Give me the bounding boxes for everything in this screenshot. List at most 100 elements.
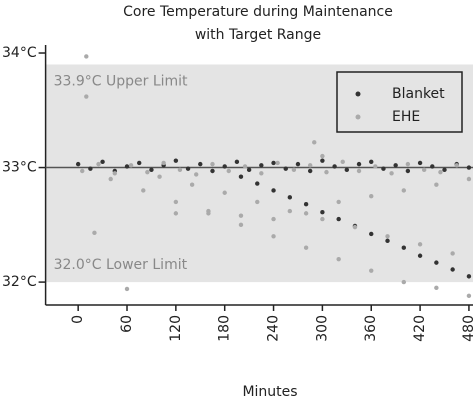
data-point <box>92 230 97 236</box>
data-point <box>206 208 211 214</box>
data-point <box>417 253 423 258</box>
x-tick-label: 120 <box>168 315 184 342</box>
x-tick-label: 60 <box>119 315 135 333</box>
data-point <box>275 160 280 166</box>
data-point <box>303 211 309 216</box>
data-point <box>320 210 325 215</box>
data-point <box>320 158 325 163</box>
data-point <box>430 164 435 169</box>
data-point <box>173 199 179 205</box>
data-point <box>238 222 244 228</box>
data-point <box>226 168 231 174</box>
x-tick-label: 480 <box>461 315 474 342</box>
x-tick-label: 240 <box>266 315 282 342</box>
data-point <box>145 169 150 175</box>
data-point <box>124 164 130 169</box>
data-point <box>88 166 93 171</box>
data-point <box>340 159 345 165</box>
data-point <box>344 167 350 173</box>
legend-box <box>336 71 463 133</box>
data-point <box>189 182 195 187</box>
data-point <box>385 234 390 239</box>
data-point <box>255 199 260 205</box>
data-point <box>434 285 439 291</box>
data-point <box>381 166 386 171</box>
data-point <box>369 159 374 165</box>
data-point <box>271 160 276 166</box>
data-point <box>84 54 89 59</box>
data-point <box>369 193 374 199</box>
data-point <box>303 245 309 250</box>
data-point <box>421 167 427 173</box>
data-point <box>312 140 317 145</box>
legend-label: EHE <box>392 109 420 125</box>
data-point <box>369 231 374 237</box>
data-point <box>307 163 313 168</box>
data-point <box>259 171 264 176</box>
data-point <box>141 188 146 193</box>
legend-marker <box>355 114 361 120</box>
data-point <box>75 161 81 167</box>
data-point <box>198 161 203 167</box>
data-point <box>401 279 407 285</box>
data-point <box>222 190 227 195</box>
data-point <box>112 171 117 176</box>
x-tick-label: 420 <box>412 315 428 342</box>
data-point <box>369 268 374 273</box>
data-point <box>336 216 341 222</box>
data-point <box>417 242 423 247</box>
data-point <box>108 176 113 182</box>
data-point <box>466 176 472 182</box>
data-point <box>287 208 293 214</box>
data-point <box>100 159 105 165</box>
data-point <box>238 174 244 179</box>
data-point <box>336 256 341 262</box>
data-point <box>242 164 248 169</box>
x-tick-label: 360 <box>363 315 379 342</box>
x-tick-label: 300 <box>314 315 330 342</box>
data-point <box>401 245 407 250</box>
data-point <box>434 260 439 265</box>
data-point <box>401 188 407 193</box>
data-point <box>271 188 276 193</box>
chart-title: Core Temperature during Maintenance <box>123 4 393 20</box>
data-point <box>246 167 252 173</box>
data-point <box>450 267 455 272</box>
data-point <box>238 213 244 218</box>
x-axis-label: Minutes <box>242 384 297 400</box>
legend-label: Blanket <box>392 86 445 102</box>
data-point <box>222 164 227 169</box>
data-point <box>393 163 398 168</box>
data-point <box>177 167 183 173</box>
data-point <box>137 160 142 166</box>
data-point <box>405 161 411 167</box>
data-point <box>438 169 443 175</box>
x-tick-label: 0 <box>70 315 86 324</box>
data-point <box>84 94 89 99</box>
data-point <box>320 216 325 222</box>
data-point <box>356 168 362 174</box>
legend-marker <box>355 91 361 97</box>
data-point <box>287 195 293 200</box>
data-point <box>385 238 390 244</box>
data-point <box>434 182 439 187</box>
data-point <box>450 251 455 256</box>
data-point <box>271 216 276 222</box>
data-point <box>442 167 447 173</box>
data-point <box>255 181 260 186</box>
data-point <box>417 160 423 166</box>
data-point <box>149 167 154 173</box>
y-tick-label: 34°C <box>2 45 37 61</box>
data-point <box>259 163 264 168</box>
data-point <box>307 168 313 174</box>
data-point <box>373 164 378 169</box>
y-tick-label: 32°C <box>2 274 37 290</box>
band-lower-label: 32.0°C Lower Limit <box>54 257 188 273</box>
data-point <box>405 168 411 174</box>
data-point <box>303 202 309 207</box>
data-point <box>173 211 179 216</box>
data-point <box>356 161 362 167</box>
data-point <box>157 174 162 179</box>
data-point <box>283 166 288 171</box>
